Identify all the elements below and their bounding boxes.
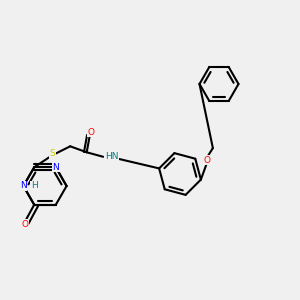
Text: N: N — [52, 163, 59, 172]
Text: O: O — [203, 156, 210, 165]
Text: O: O — [88, 128, 95, 137]
Text: O: O — [22, 220, 29, 229]
Text: H: H — [31, 182, 38, 190]
Text: N: N — [20, 182, 27, 190]
Text: HN: HN — [105, 152, 118, 161]
Text: S: S — [49, 149, 55, 158]
